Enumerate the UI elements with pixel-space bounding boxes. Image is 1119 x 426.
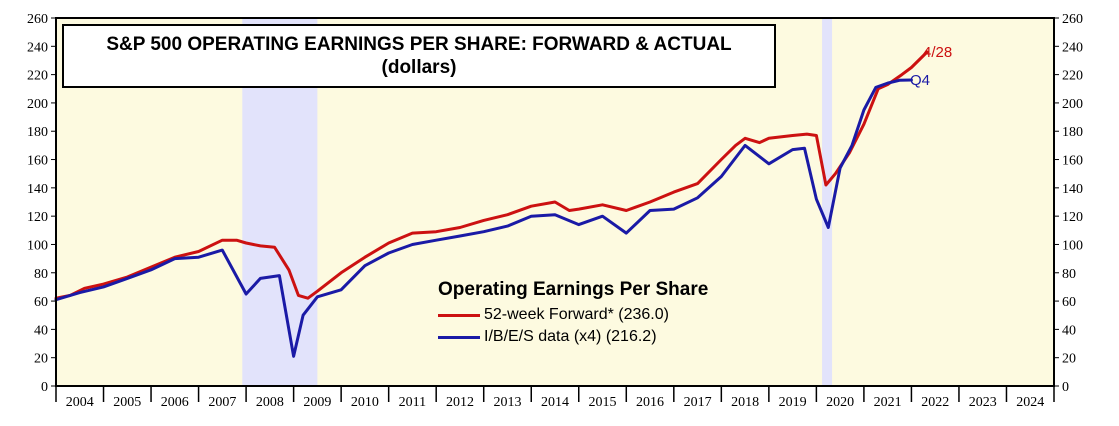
y-tick-label-right: 220 [1062,69,1083,84]
x-tick-label: 2012 [446,395,474,410]
x-tick-label: 2006 [161,395,189,410]
y-tick-label-right: 160 [1062,154,1083,169]
x-tick-label: 2018 [731,395,759,410]
legend-label-forward: 52-week Forward* (236.0) [484,306,669,323]
y-tick-label-left: 200 [27,97,48,112]
recession-band-1 [822,18,833,386]
x-tick-label: 2011 [399,395,426,410]
x-tick-label: 2016 [636,395,664,410]
plot-frame [55,17,1055,387]
y-tick-label-right: 80 [1062,267,1076,282]
legend-label-actual: I/B/E/S data (x4) (216.2) [484,328,657,345]
y-tick-label-left: 40 [34,323,48,338]
legend-swatch-actual [438,335,480,339]
x-tick-label: 2014 [541,395,569,410]
y-tick-label-left: 160 [27,154,48,169]
series-line-forward [54,50,929,300]
chart-title-box: S&P 500 OPERATING EARNINGS PER SHARE: FO… [62,24,776,88]
x-tick-label: 2019 [779,395,807,410]
y-tick-label-left: 220 [27,69,48,84]
y-tick-label-left: 180 [27,125,48,140]
x-tick-label: 2005 [113,395,141,410]
y-tick-label-right: 140 [1062,182,1083,197]
x-tick-label: 2022 [921,395,949,410]
legend-title: Operating Earnings Per Share [438,279,709,300]
chart-subtitle: (dollars) [381,57,457,78]
end-label-actual: Q4 [910,72,931,89]
y-tick-label-right: 240 [1062,40,1083,55]
x-tick-label: 2024 [1016,395,1044,410]
y-tick-label-left: 120 [27,210,48,225]
y-tick-label-right: 20 [1062,352,1076,367]
x-tick-label: 2015 [589,395,617,410]
y-tick-label-right: 200 [1062,97,1083,112]
y-tick-label-left: 0 [41,380,48,395]
y-tick-label-right: 100 [1062,238,1083,253]
x-tick-label: 2009 [303,395,331,410]
y-tick-label-right: 40 [1062,323,1076,338]
y-tick-label-left: 140 [27,182,48,197]
series-lines [54,50,929,358]
x-tick-label: 2020 [826,395,854,410]
x-tick-label: 2007 [208,395,236,410]
legend-entry-actual: I/B/E/S data (x4) (216.2) [438,326,708,348]
legend-swatch-forward [438,313,480,317]
y-tick-label-left: 60 [34,295,48,310]
legend-entry-forward: 52-week Forward* (236.0) [438,304,708,326]
y-tick-label-left: 80 [34,267,48,282]
y-tick-label-left: 260 [27,12,48,27]
y-tick-label-right: 60 [1062,295,1076,310]
x-tick-label: 2021 [874,395,902,410]
y-tick-label-left: 20 [34,352,48,367]
y-tick-label-right: 0 [1062,380,1069,395]
chart-title: S&P 500 OPERATING EARNINGS PER SHARE: FO… [106,34,732,55]
y-tick-label-right: 260 [1062,12,1083,27]
legend: Operating Earnings Per Share 52-week For… [438,279,708,348]
x-tick-label: 2017 [684,395,712,410]
x-tick-label: 2004 [66,395,94,410]
y-tick-label-right: 180 [1062,125,1083,140]
y-tick-label-left: 100 [27,238,48,253]
y-tick-label-left: 240 [27,40,48,55]
series-line-actual [54,78,913,358]
x-tick-label: 2023 [969,395,997,410]
x-tick-label: 2008 [256,395,284,410]
x-tick-label: 2010 [351,395,379,410]
x-tick-label: 2013 [493,395,521,410]
end-label-forward: 4/28 [923,44,953,61]
y-tick-label-right: 120 [1062,210,1083,225]
